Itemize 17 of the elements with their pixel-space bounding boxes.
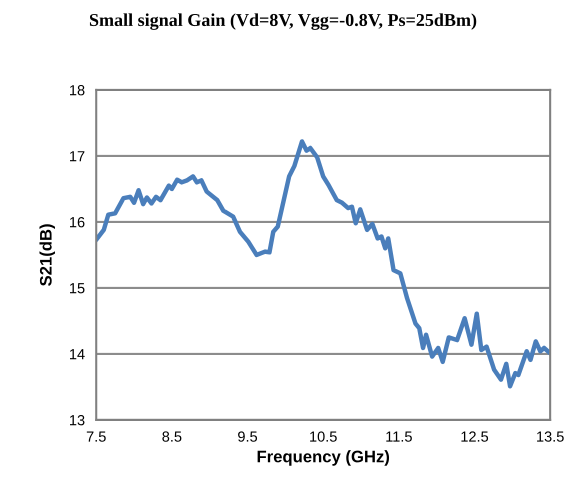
y-tick-label: 14 [70, 349, 85, 360]
y-axis-title: S21(dB) [39, 224, 55, 286]
y-tick-label: 18 [70, 85, 84, 96]
x-tick-label: 7.5 [86, 432, 106, 442]
chart-title: Small signal Gain (Vd=8V, Vgg=-0.8V, Ps=25dBm) [90, 13, 476, 30]
y-tick-label: 17 [70, 151, 84, 162]
y-tick-label: 16 [70, 217, 84, 228]
x-axis-title: Frequency (GHz) [258, 450, 390, 466]
x-tick-label: 9.5 [238, 431, 258, 442]
y-tick-label: 15 [70, 283, 84, 294]
x-tick-label: 13.5 [537, 431, 564, 442]
x-tick-label: 11.5 [386, 432, 412, 442]
line-series [96, 139, 550, 388]
y-tick-label: 13 [70, 415, 84, 426]
x-tick-label: 10.5 [310, 431, 337, 442]
x-tick-label: 12.5 [461, 431, 488, 442]
x-tick-label: 8.5 [162, 431, 182, 442]
